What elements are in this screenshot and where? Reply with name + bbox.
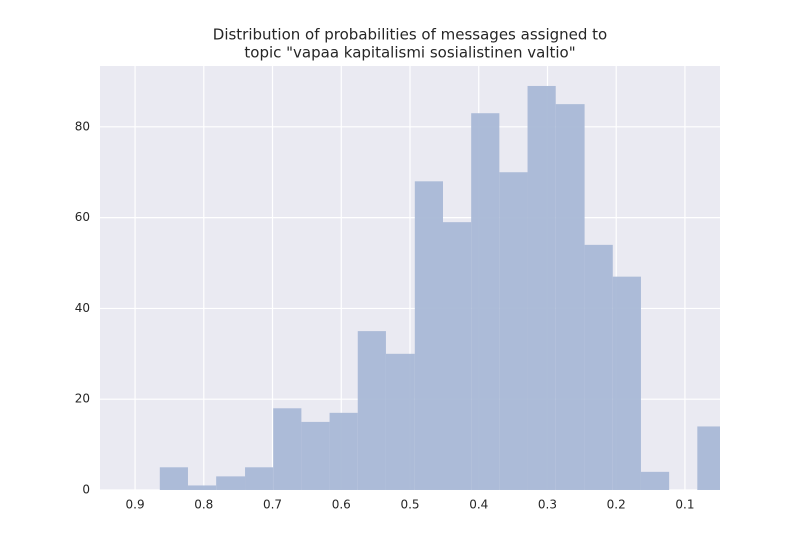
bar — [527, 85, 556, 490]
bar — [245, 467, 274, 490]
bar — [584, 244, 613, 490]
bar — [357, 331, 386, 490]
bar — [301, 421, 330, 490]
bar — [329, 412, 358, 490]
x-tick-label: 0.4 — [469, 498, 488, 512]
x-tick-label: 0.8 — [194, 498, 213, 512]
bar — [640, 471, 670, 490]
bar — [385, 353, 415, 490]
bar — [187, 485, 217, 490]
chart-title: Distribution of probabilities of message… — [213, 26, 607, 44]
bar — [471, 113, 500, 490]
bar — [697, 426, 720, 490]
y-tick-label: 40 — [75, 301, 90, 315]
bar — [414, 181, 443, 490]
bar — [499, 172, 528, 490]
chart-title: topic "vapaa kapitalismi sosialistinen v… — [244, 44, 575, 62]
bar — [612, 276, 641, 490]
x-tick-label: 0.5 — [400, 498, 419, 512]
y-tick-label: 60 — [75, 210, 90, 224]
bar — [442, 222, 472, 490]
x-tick-label: 0.6 — [332, 498, 351, 512]
x-tick-label: 0.3 — [538, 498, 557, 512]
y-tick-label: 0 — [82, 483, 90, 497]
bar — [273, 408, 302, 490]
x-tick-label: 0.2 — [607, 498, 626, 512]
bar — [555, 104, 585, 490]
bar — [159, 467, 188, 490]
bar — [216, 476, 246, 490]
x-tick-label: 0.9 — [126, 498, 145, 512]
y-tick-label: 20 — [75, 392, 90, 406]
x-tick-label: 0.1 — [675, 498, 694, 512]
y-tick-label: 80 — [75, 119, 90, 133]
x-tick-label: 0.7 — [263, 498, 282, 512]
